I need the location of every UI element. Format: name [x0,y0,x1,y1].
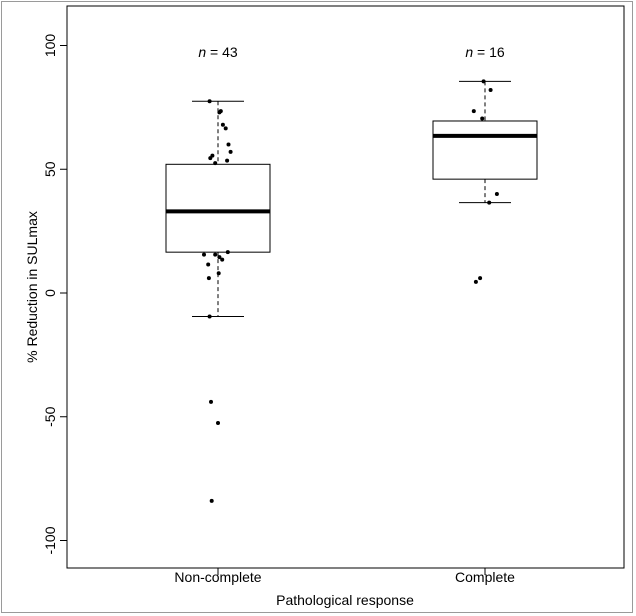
data-point [220,122,225,127]
data-point [487,200,492,205]
n-label-count: = 16 [473,44,505,60]
y-tick-label: -100 [42,526,58,554]
y-tick-label: 100 [42,34,58,58]
n-label-count: = 43 [206,44,238,60]
data-point [494,192,499,196]
data-point [216,420,220,425]
data-point [478,276,483,281]
n-label: n = 43 [198,44,238,60]
data-point [228,149,233,154]
data-point [223,126,228,131]
y-tick-label: 50 [42,161,58,177]
x-tick-label: Complete [455,569,515,585]
data-point [217,255,222,260]
iqr-box [432,120,538,180]
data-point [209,498,214,503]
data-point [481,79,486,84]
data-point [488,88,493,93]
data-point [225,158,230,163]
box-non-complete: n = 43 [165,44,271,503]
box-group: n = 43 n = 16 [165,44,538,503]
y-axis: -100 -50 0 50 100 [42,34,68,555]
x-tick-label: Non-complete [174,569,261,585]
data-point [213,161,218,166]
data-point [480,116,485,121]
iqr-box [165,163,271,253]
y-axis-label: % Reduction in SULmax [24,211,40,363]
n-label: n = 16 [465,44,505,60]
data-point [213,252,218,257]
data-point [218,109,223,114]
y-tick-label: -50 [42,406,58,426]
plot-area [66,5,625,569]
data-point [207,99,212,104]
data-point [226,142,231,147]
data-point [225,250,230,255]
x-axis-label: Pathological response [276,592,414,608]
data-point [471,109,476,114]
data-point [206,276,211,281]
x-axis: Non-complete Complete [174,567,515,585]
data-point [216,271,221,276]
n-label-symbol: n [198,44,206,60]
data-point [220,257,225,262]
data-point [473,279,478,284]
n-label-symbol: n [465,44,473,60]
box-complete: n = 16 [432,44,538,284]
data-point [206,262,211,267]
data-point [207,314,212,319]
data-point [202,252,206,257]
y-tick-label: 0 [42,289,58,297]
data-point [208,156,213,161]
data-point [209,399,213,404]
